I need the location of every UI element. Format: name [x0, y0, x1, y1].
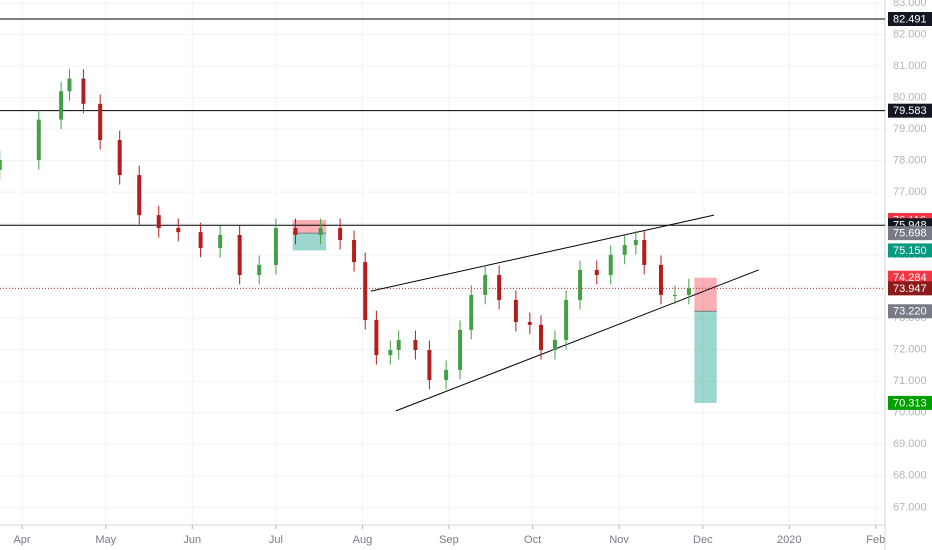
- price-label-box: [888, 12, 932, 27]
- y-tick-label: 82.000: [893, 28, 927, 40]
- x-tick-label: Nov: [609, 534, 629, 546]
- candle-body: [497, 275, 502, 300]
- candle-body: [293, 228, 298, 235]
- candle-body: [564, 299, 569, 340]
- candle-body: [427, 350, 432, 380]
- candle-body: [218, 234, 223, 248]
- y-tick-label: 83.000: [893, 0, 927, 9]
- price-label-box: [888, 281, 932, 296]
- x-tick-label: May: [95, 534, 116, 546]
- x-tick-label: Jun: [183, 534, 201, 546]
- candle-body: [36, 119, 41, 160]
- y-tick-label: 79.000: [893, 123, 927, 135]
- target-zone: [694, 311, 717, 403]
- x-tick-label: Apr: [13, 534, 30, 546]
- stop-zone: [292, 219, 327, 234]
- target-zone: [292, 233, 327, 251]
- price-label-box: [888, 304, 932, 319]
- price-label: 74.284: [893, 272, 927, 284]
- stop-zone: [694, 277, 717, 312]
- x-tick-label: 2020: [777, 534, 801, 546]
- candle-body: [578, 269, 583, 300]
- candle-body: [67, 78, 72, 92]
- candle-body: [633, 240, 638, 246]
- x-tick-label: Jul: [269, 534, 283, 546]
- y-tick-label: 80.000: [893, 91, 927, 103]
- candle-body: [137, 175, 142, 216]
- candle-body: [257, 264, 262, 276]
- price-label: 73.947: [893, 283, 927, 295]
- candle-body: [527, 321, 532, 325]
- candle-body: [98, 103, 103, 141]
- candle-body: [513, 299, 518, 322]
- candle-body: [156, 215, 161, 229]
- y-tick-label: 81.000: [893, 60, 927, 72]
- x-tick-label: Dec: [693, 534, 713, 546]
- candle-body: [198, 232, 203, 248]
- y-tick-label: 71.000: [893, 375, 927, 387]
- candle-body: [413, 339, 418, 351]
- candle-body: [388, 350, 393, 356]
- candle-body: [363, 262, 368, 321]
- candle-body: [273, 228, 278, 265]
- price-label: 73.220: [893, 306, 927, 318]
- candle-body: [672, 294, 677, 296]
- candle-body: [594, 269, 599, 276]
- price-label: 75.698: [893, 228, 927, 240]
- price-label-box: [888, 395, 932, 410]
- x-tick-label: Aug: [353, 534, 373, 546]
- y-tick-label: 68.000: [893, 470, 927, 482]
- candle-body: [352, 240, 357, 263]
- candle-body: [686, 288, 691, 295]
- x-tick-label: Sep: [439, 534, 459, 546]
- trend-line: [395, 269, 759, 412]
- candle-body: [237, 234, 242, 276]
- candle-body: [658, 264, 663, 295]
- candle-body: [458, 329, 463, 370]
- price-label: 82.491: [893, 13, 927, 25]
- candle-body: [396, 339, 401, 351]
- candle-body: [552, 339, 557, 351]
- x-tick-label: Oct: [524, 534, 541, 546]
- candle-body: [59, 91, 64, 120]
- price-label-box: [888, 270, 932, 285]
- candle-body: [374, 320, 379, 356]
- y-tick-label: 72.000: [893, 344, 927, 356]
- candle-body: [538, 324, 543, 351]
- candle-body: [318, 228, 323, 235]
- candle-body: [622, 245, 627, 255]
- x-tick-label: Feb: [866, 534, 885, 546]
- trend-line: [370, 214, 715, 292]
- candle-body: [338, 228, 343, 241]
- y-tick-label: 77.000: [893, 186, 927, 198]
- price-label-box: [888, 243, 932, 258]
- candle-body: [483, 275, 488, 295]
- candle-body: [608, 254, 613, 276]
- price-label: 75.150: [893, 245, 927, 257]
- candle-body: [469, 294, 474, 330]
- candle-body: [444, 369, 449, 380]
- price-label: 70.313: [893, 397, 927, 409]
- candle-body: [81, 78, 86, 104]
- y-tick-label: 78.000: [893, 154, 927, 166]
- y-tick-label: 67.000: [893, 501, 927, 513]
- candle-body: [176, 228, 181, 233]
- y-tick-label: 69.000: [893, 438, 927, 450]
- candle-body: [117, 140, 122, 176]
- candle-body: [0, 159, 2, 171]
- price-label-box: [888, 103, 932, 118]
- price-label-box: [888, 226, 932, 241]
- price-label: 79.583: [893, 105, 927, 117]
- candle-body: [642, 240, 647, 265]
